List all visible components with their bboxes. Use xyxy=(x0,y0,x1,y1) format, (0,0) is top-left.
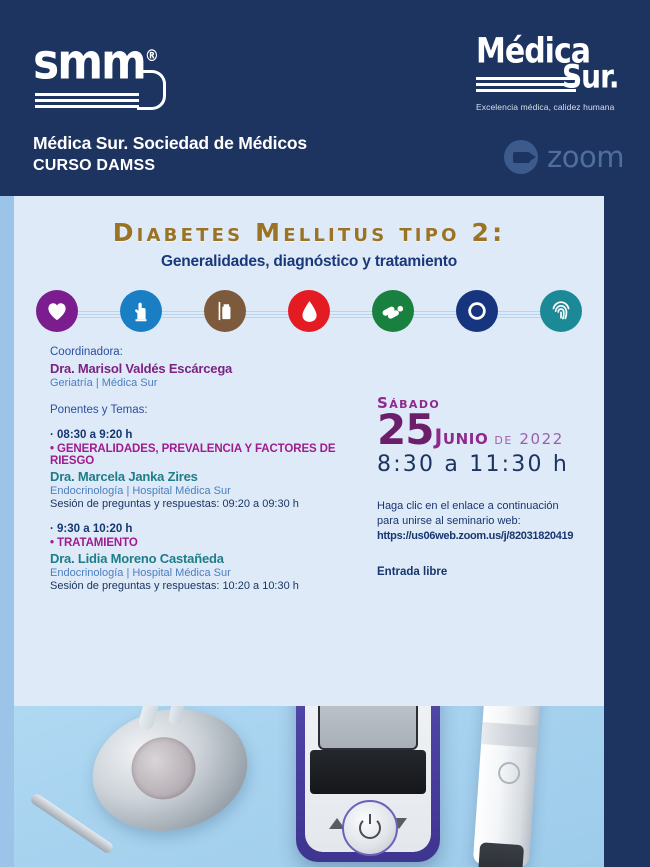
pills-icon xyxy=(372,290,414,332)
insulin-vial-icon xyxy=(204,290,246,332)
medica-sur-row2: Sur. xyxy=(476,60,628,96)
admission-text: Entrada libre xyxy=(377,565,448,578)
session-speaker: Dra. Marcela Janka Zires xyxy=(50,469,198,484)
session-item: · 9:30 a 10:20 h • TRATAMIENTO Dra. Lidi… xyxy=(50,523,369,592)
zoom-wordmark: zoom xyxy=(547,140,624,174)
medical-devices-photo xyxy=(14,592,650,867)
medica-sur-line2: Sur. xyxy=(562,57,620,95)
smm-logo-registered: ® xyxy=(144,47,159,66)
session-qa: Sesión de preguntas y respuestas: 09:20 … xyxy=(50,498,299,510)
join-note: Haga clic en el enlace a continuación pa… xyxy=(377,499,604,529)
coordinator-affiliation: Geriatría | Médica Sur xyxy=(50,377,158,389)
page-subtitle: Generalidades, diagnóstico y tratamiento xyxy=(160,253,458,270)
smm-logo-text: smm® xyxy=(33,37,163,87)
session-affiliation: Endocrinología | Hospital Médica Sur xyxy=(50,485,231,497)
event-month: Junio xyxy=(434,425,489,449)
coordinator-label: Coordinadora: xyxy=(50,346,123,358)
smm-logo: smm® xyxy=(33,37,166,111)
medica-sur-line1: Médica xyxy=(476,31,591,72)
meter-up-arrow xyxy=(329,818,345,829)
session-topic: • TRATAMIENTO xyxy=(50,537,138,549)
coordinator-name: Dra. Marisol Valdés Escárcega xyxy=(50,361,233,376)
event-year: de 2022 xyxy=(494,430,564,448)
medica-sur-logo: Médica Sur. Excelencia médica, calidez h… xyxy=(476,31,628,112)
page-title: Diabetes Mellitus tipo 2: xyxy=(112,218,506,247)
event-weekday: Sábado xyxy=(377,394,441,412)
join-note-line1: Haga clic en el enlace a continuación xyxy=(377,499,559,512)
medica-sur-rule xyxy=(476,76,576,95)
organizer-line1: Médica Sur. Sociedad de Médicos xyxy=(33,133,307,153)
event-dateline: 25 Junio de 2022 xyxy=(377,405,604,454)
medica-sur-tagline: Excelencia médica, calidez humana xyxy=(476,101,615,112)
speakers-label: Ponentes y Temas: xyxy=(50,404,148,416)
event-hours: 8:30 a 11:30 h xyxy=(377,451,570,477)
organizer-title: Médica Sur. Sociedad de Médicos CURSO DA… xyxy=(33,133,307,175)
smm-logo-wordmark: smm xyxy=(33,33,147,91)
zoom-logo: zoom xyxy=(504,140,624,174)
zoom-camera-icon xyxy=(504,140,539,174)
organizer-line2: CURSO DAMSS xyxy=(33,157,156,174)
session-time: · 08:30 a 9:20 h xyxy=(50,429,133,441)
eye-ring-icon xyxy=(456,290,498,332)
session-topic: • GENERALIDADES, PREVALENCIA Y FACTORES … xyxy=(50,443,336,467)
session-item: · 08:30 a 9:20 h • GENERALIDADES, PREVAL… xyxy=(50,429,369,510)
left-border-strip xyxy=(0,0,14,867)
fingerprint-icon xyxy=(540,290,582,332)
zoom-join-link[interactable]: https://us06web.zoom.us/j/82031820419 xyxy=(377,529,574,542)
blood-drop-icon xyxy=(288,290,330,332)
title-block: Diabetes Mellitus tipo 2: Generalidades,… xyxy=(14,196,604,271)
finger-prick-icon xyxy=(120,290,162,332)
left-border-header xyxy=(0,0,14,196)
join-note-line2: para unirse al seminario web: xyxy=(377,514,521,527)
smm-logo-swoosh xyxy=(137,70,166,110)
event-day: 25 xyxy=(377,405,434,454)
smm-logo-bars xyxy=(35,93,139,111)
right-border-strip xyxy=(604,196,650,867)
poster-header: smm® Médica Sur. Excelencia médica, cali… xyxy=(0,0,650,196)
meter-down-arrow xyxy=(391,818,407,829)
heart-icon xyxy=(36,290,78,332)
icon-strip xyxy=(14,285,604,343)
session-qa: Sesión de preguntas y respuestas: 10:20 … xyxy=(50,580,299,592)
photo-fade-mask xyxy=(14,592,604,706)
session-time: · 9:30 a 10:20 h xyxy=(50,523,133,535)
meter-power-button xyxy=(342,800,398,856)
session-affiliation: Endocrinología | Hospital Médica Sur xyxy=(50,567,231,579)
session-speaker: Dra. Lidia Moreno Castañeda xyxy=(50,551,224,566)
